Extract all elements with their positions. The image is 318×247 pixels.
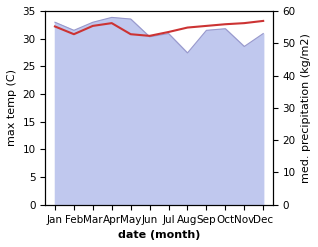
X-axis label: date (month): date (month) (118, 230, 200, 240)
Y-axis label: med. precipitation (kg/m2): med. precipitation (kg/m2) (301, 33, 311, 183)
Y-axis label: max temp (C): max temp (C) (7, 69, 17, 146)
